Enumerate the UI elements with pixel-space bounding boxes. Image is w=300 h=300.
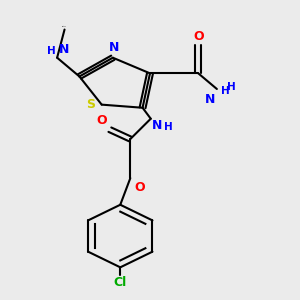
Text: O: O [135, 181, 146, 194]
Text: Cl: Cl [114, 276, 127, 289]
Text: H: H [221, 85, 230, 96]
Text: H: H [227, 82, 236, 92]
Text: H: H [164, 122, 172, 132]
Text: N: N [59, 43, 69, 56]
Text: N: N [152, 119, 163, 132]
Text: H: H [46, 46, 55, 56]
Text: N: N [205, 93, 215, 106]
Text: methyl: methyl [62, 26, 67, 27]
Text: O: O [194, 30, 204, 43]
Text: S: S [86, 98, 95, 111]
Text: O: O [96, 113, 107, 127]
Text: N: N [109, 41, 119, 54]
